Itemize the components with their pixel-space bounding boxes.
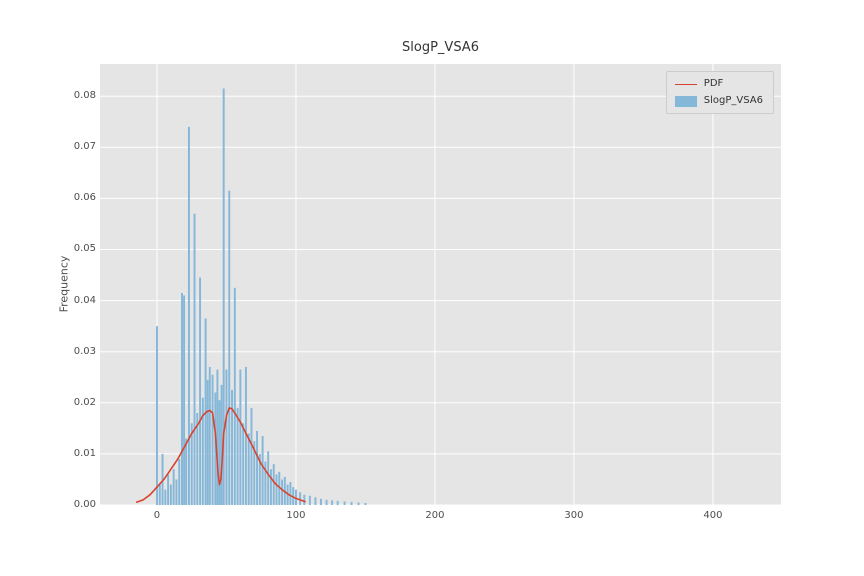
histogram-bar: [228, 190, 231, 505]
histogram-bar: [331, 500, 334, 505]
histogram-bar: [167, 474, 170, 505]
histogram-bar: [320, 498, 322, 505]
pdf-line-swatch: [674, 83, 697, 85]
histogram-bar: [199, 277, 202, 505]
y-tick-label: 0.02: [73, 396, 96, 408]
x-tick-label: 100: [286, 510, 306, 521]
histogram-bar: [250, 407, 253, 505]
histogram-bar: [196, 413, 199, 505]
histogram-bar: [161, 453, 164, 505]
histogram-bar: [193, 213, 196, 505]
histogram-bar: [253, 441, 256, 505]
legend-label-pdf: PDF: [703, 78, 724, 89]
pdf-line: [135, 407, 306, 504]
y-tick-label: 0.06: [73, 192, 96, 204]
y-tick-label: 0.05: [73, 243, 96, 255]
histogram-bar: [325, 499, 328, 505]
histogram-bar: [314, 497, 317, 505]
histogram-bar: [294, 489, 297, 505]
histogram-bar: [190, 423, 193, 505]
x-tick-label: 300: [564, 510, 584, 521]
histogram-bar: [201, 397, 204, 505]
histogram-bar: [172, 469, 175, 505]
histogram-bar: [231, 390, 234, 505]
histogram-bar: [261, 436, 264, 505]
histogram-bar: [187, 126, 190, 505]
chart-title: SlogP_VSA6: [402, 40, 479, 55]
histogram-bar: [239, 369, 242, 505]
histogram-bar: [233, 287, 236, 505]
y-tick-label: 0.01: [73, 447, 96, 459]
histogram-bar: [244, 367, 247, 505]
histogram-bar: [281, 479, 284, 505]
histogram-bar: [267, 451, 270, 505]
y-tick-label: 0.07: [73, 141, 96, 153]
y-tick-label: 0.03: [73, 345, 96, 357]
histogram-bar: [286, 484, 289, 505]
histogram-bar: [164, 489, 167, 505]
histogram-bar: [158, 484, 161, 505]
histogram-bar: [247, 433, 250, 505]
legend-label-histogram: SlogP_VSA6: [703, 95, 763, 106]
histogram-bar: [236, 407, 239, 505]
histogram-bar: [303, 494, 306, 505]
histogram-bar: [343, 501, 346, 505]
histogram-bar: [211, 374, 214, 505]
histogram-bar: [289, 482, 292, 505]
plot-svg: [100, 64, 781, 505]
histogram-bar: [225, 369, 228, 505]
y-tick-label: 0.08: [73, 90, 96, 102]
histogram-bar: [272, 464, 275, 505]
histogram-bar: [208, 367, 211, 505]
plot-area: PDF SlogP_VSA6: [100, 64, 781, 505]
histogram-bar: [178, 459, 181, 505]
histogram-bar: [185, 438, 188, 505]
histogram-bar: [220, 384, 223, 505]
histogram-bar: [222, 88, 225, 505]
x-tick-label: 200: [425, 510, 445, 521]
histogram-bar: [242, 423, 245, 505]
y-tick-label: 0.04: [73, 294, 96, 306]
histogram-bar: [364, 502, 367, 505]
histogram-bar: [183, 295, 186, 505]
histogram-patch-swatch: [674, 95, 697, 107]
histogram-bar: [269, 469, 272, 505]
legend-entry-pdf: PDF: [674, 78, 763, 90]
x-tick-label: 400: [703, 510, 723, 521]
histogram-bar: [350, 501, 353, 505]
histogram-bar: [336, 500, 339, 505]
histogram-bar: [214, 392, 217, 505]
histogram-bar: [156, 326, 158, 505]
x-tick-label: 0: [153, 510, 161, 521]
histogram-bar: [357, 502, 360, 505]
histogram-bar: [278, 471, 281, 505]
legend-entry-histogram: SlogP_VSA6: [674, 95, 763, 107]
histogram-bar: [299, 492, 302, 505]
y-tick-label: 0.00: [73, 499, 96, 510]
histogram-bar: [206, 379, 209, 505]
legend: PDF SlogP_VSA6: [665, 71, 774, 114]
histogram-bar: [275, 474, 278, 505]
histogram-bar: [258, 453, 261, 505]
histogram-bar: [169, 484, 172, 505]
histogram-bar: [181, 292, 183, 505]
histogram-bar: [308, 495, 311, 505]
histogram-bar: [175, 479, 178, 505]
histogram-bar: [218, 400, 221, 505]
histogram-bar: [216, 369, 219, 505]
histogram-bar: [256, 430, 259, 505]
histogram-bar: [264, 461, 267, 505]
